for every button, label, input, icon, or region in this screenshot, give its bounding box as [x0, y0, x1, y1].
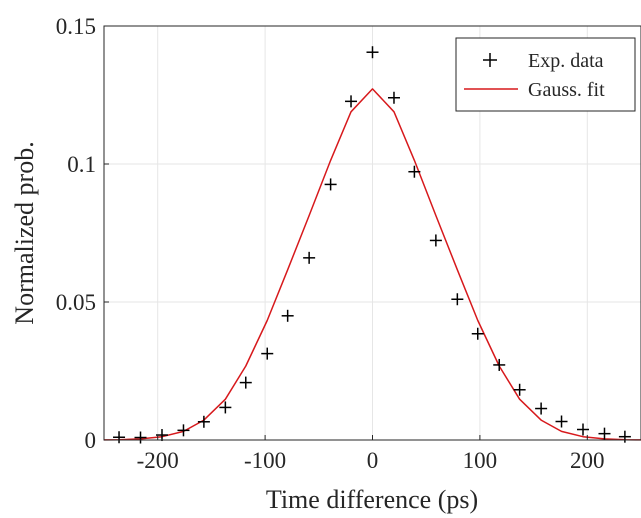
y-axis: 0 0.05 0.1 0.15	[56, 14, 109, 453]
data-point	[513, 383, 526, 396]
y-tick-label: 0.15	[56, 14, 96, 39]
legend: Exp. data Gauss. fit	[455, 37, 636, 112]
data-point	[113, 431, 126, 444]
exp-data-series	[113, 46, 631, 444]
legend-label-exp-data: Exp. data	[528, 50, 604, 72]
data-point	[555, 415, 568, 428]
data-point	[134, 431, 147, 444]
data-point	[366, 46, 379, 59]
x-tick-label: 100	[463, 448, 498, 473]
x-tick-label: -100	[244, 448, 286, 473]
data-point	[261, 347, 274, 360]
data-point	[618, 430, 631, 443]
data-point	[239, 376, 252, 389]
data-point	[387, 91, 400, 104]
gauss-fit-line	[103, 88, 641, 441]
data-point	[408, 165, 421, 178]
data-point	[197, 415, 210, 428]
data-point	[324, 178, 337, 191]
x-tick-label: 200	[570, 448, 605, 473]
data-point	[219, 401, 232, 414]
data-point	[303, 251, 316, 264]
data-point	[281, 309, 294, 322]
data-point	[493, 358, 506, 371]
y-tick-label: 0	[85, 428, 97, 453]
x-axis-title: Time difference (ps)	[266, 485, 478, 514]
data-point	[598, 427, 611, 440]
gauss-fit-series	[103, 88, 641, 441]
data-point	[429, 234, 442, 247]
legend-marker-plus	[483, 53, 497, 67]
data-point	[345, 95, 358, 108]
x-tick-label: -200	[137, 448, 179, 473]
legend-box	[455, 37, 636, 112]
y-axis-title: Normalized prob.	[10, 141, 39, 324]
y-tick-label: 0.05	[56, 290, 96, 315]
data-point	[535, 402, 548, 415]
legend-label-gauss-fit: Gauss. fit	[528, 79, 605, 101]
data-point	[451, 293, 464, 306]
data-point	[577, 423, 590, 436]
x-tick-label: 0	[367, 448, 379, 473]
data-point	[471, 327, 484, 340]
data-point	[177, 424, 190, 437]
y-tick-label: 0.1	[67, 152, 96, 177]
x-axis: -200 -100 0 100 200	[137, 435, 605, 473]
